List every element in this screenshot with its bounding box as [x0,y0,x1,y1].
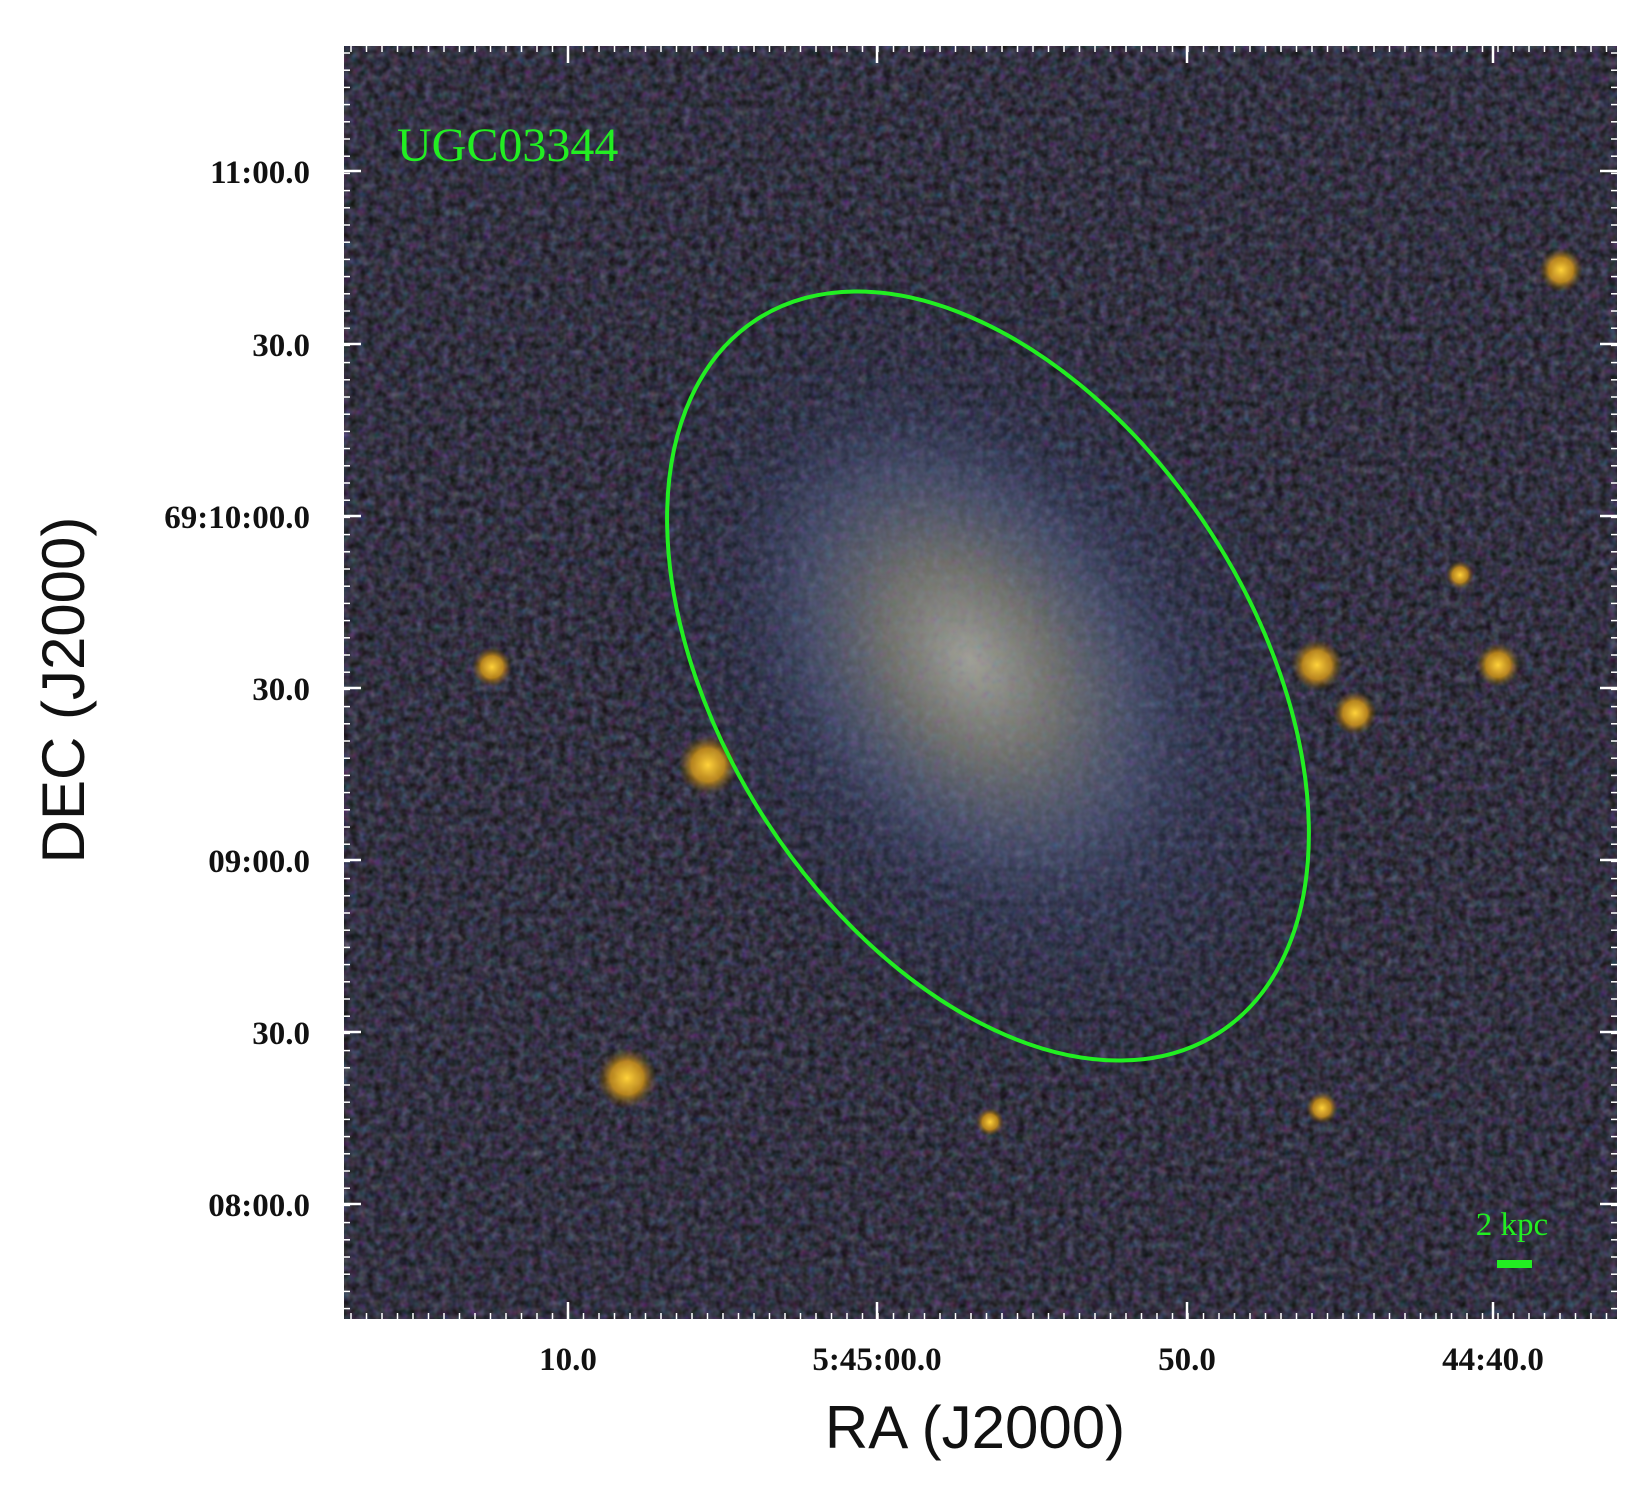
scale-bar-label: 2 kpc [1476,1207,1548,1243]
star [1476,643,1520,687]
foreground-stars [472,248,1583,1136]
star [597,1048,657,1108]
y-tick-label: 11:00.0 [210,155,310,191]
star [472,647,512,687]
plot-frame [342,44,1619,1321]
star [1333,691,1377,735]
x-tick-label: 5:45:00.0 [812,1342,941,1378]
y-tick-labels: 11:00.0 30.0 69:10:00.0 30.0 09:00.0 30.… [164,155,310,1224]
aperture-ellipse [665,289,1311,1063]
y-tick-label: 09:00.0 [208,844,310,880]
scale-bar: 2 kpc [1476,1207,1548,1268]
y-tick-label: 30.0 [252,1016,310,1052]
y-tick-label: 30.0 [252,672,310,708]
x-axis-title: RA (J2000) [825,1394,1125,1461]
y-axis-title: DEC (J2000) [30,517,97,864]
star [1446,561,1474,589]
star [1306,1092,1338,1124]
star [1291,639,1343,691]
star [1539,248,1583,292]
star [678,735,738,795]
star [976,1108,1004,1136]
y-tick-label: 30.0 [252,328,310,364]
tick-marks [343,45,1618,1320]
y-tick-label: 69:10:00.0 [164,500,310,536]
y-tick-label: 08:00.0 [208,1188,310,1224]
x-tick-labels: 10.0 5:45:00.0 50.0 44:40.0 [539,1342,1544,1378]
x-tick-label: 50.0 [1158,1342,1216,1378]
sky-image: UGC03344 2 kpc [343,45,1618,1320]
object-label: UGC03344 [397,119,618,172]
x-tick-label: 10.0 [539,1342,597,1378]
x-tick-label: 44:40.0 [1442,1342,1544,1378]
scale-bar-line [1497,1260,1532,1268]
